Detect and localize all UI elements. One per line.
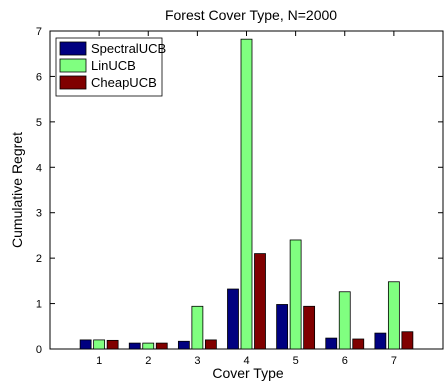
x-axis-label: Cover Type — [212, 365, 284, 381]
bar-linucb-3 — [191, 305, 204, 350]
bar-cheapucb-6 — [352, 338, 365, 350]
legend-swatch-spectralucb — [59, 41, 87, 56]
legend-swatch-cheapucb — [59, 75, 87, 90]
y-tick-label: 0 — [36, 344, 42, 356]
legend-swatch-linucb — [59, 58, 87, 73]
bar-spectralucb-5 — [276, 304, 289, 350]
plot-area: 0 1 2 3 4 5 6 7 1 2 3 4 5 6 7 — [36, 26, 444, 367]
bar-spectralucb-2 — [128, 342, 141, 350]
bar-cheapucb-4 — [254, 253, 266, 350]
x-tick-label: 6 — [342, 355, 348, 367]
legend-label-spectralucb: SpectralUCB — [91, 41, 166, 56]
chart-title: Forest Cover Type, N=2000 — [165, 7, 337, 23]
x-tick-label: 1 — [96, 355, 102, 367]
bar-spectralucb-1 — [79, 339, 92, 350]
y-tick-label: 3 — [36, 208, 42, 220]
bar-spectralucb-3 — [177, 340, 190, 350]
x-tick-label: 3 — [194, 355, 200, 367]
x-tick-label: 4 — [243, 355, 249, 367]
bar-cheapucb-2 — [155, 342, 168, 350]
bar-linucb-2 — [142, 342, 155, 350]
bar-spectralucb-4 — [227, 288, 239, 350]
y-tick-label: 1 — [36, 299, 42, 311]
x-tick-label: 7 — [391, 355, 397, 367]
y-tick-label: 6 — [36, 71, 42, 83]
y-axis-label: Cumulative Regret — [9, 132, 25, 248]
y-tick-label: 2 — [36, 253, 42, 265]
bar-linucb-1 — [93, 339, 106, 350]
y-tick-label: 5 — [36, 117, 42, 129]
bar-linucb-7 — [387, 281, 400, 350]
bar-cheapucb-7 — [401, 331, 414, 350]
bar-linucb-4 — [240, 38, 253, 350]
x-tick-label: 2 — [145, 355, 151, 367]
bar-spectralucb-7 — [374, 332, 387, 350]
y-tick-label: 7 — [36, 26, 42, 38]
bar-cheapucb-5 — [303, 305, 316, 350]
legend: SpectralUCB LinUCB CheapUCB — [55, 37, 166, 97]
bar-spectralucb-6 — [325, 337, 338, 350]
legend-label-linucb: LinUCB — [91, 58, 136, 73]
bar-linucb-5 — [289, 239, 302, 350]
bar-cheapucb-3 — [204, 339, 217, 350]
bar-linucb-6 — [338, 291, 351, 350]
x-tick-label: 5 — [293, 355, 299, 367]
bar-cheapucb-1 — [106, 339, 119, 350]
y-tick-label: 4 — [36, 162, 42, 174]
legend-label-cheapucb: CheapUCB — [91, 75, 157, 90]
